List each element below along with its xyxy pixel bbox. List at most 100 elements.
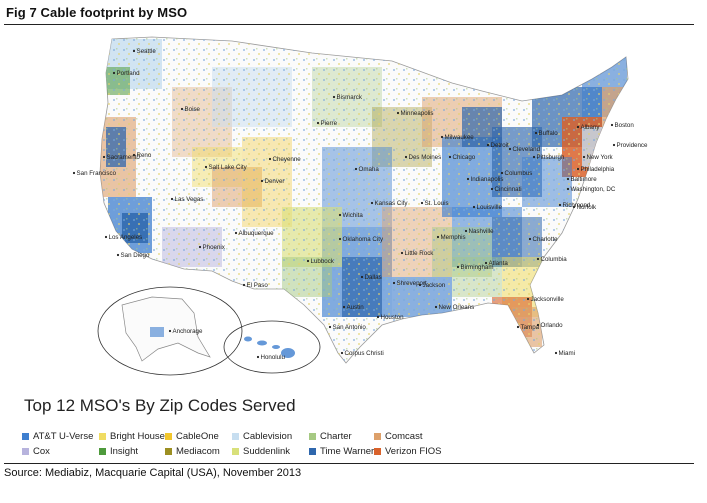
legend-item-cox: Cox [22,445,50,458]
city-label-austin: Austin [347,304,365,311]
legend: AT&T U-Verse Cox Bright House Insight Ca… [22,430,682,460]
city-marker-pierre [316,121,320,125]
city-marker-los-angeles [104,235,108,239]
city-label-boston: Boston [615,122,635,129]
city-marker-miami [554,351,558,355]
city-marker-orlando [536,323,540,327]
city-label-norfolk: Norfolk [577,204,598,211]
city-marker-seattle [132,49,136,53]
city-marker-sacramento [102,155,106,159]
city-marker-dallas [360,275,364,279]
legend-label: Verizon FIOS [385,446,442,457]
hawaii-inset-circle [223,320,321,374]
city-marker-new-york [582,155,586,159]
legend-item-comcast: Comcast [374,430,422,443]
legend-item-mediacom: Mediacom [165,445,220,458]
legend-swatch [374,433,381,440]
city-label-los-angeles: Los Angeles [109,234,143,241]
source-note: Source: Mediabiz, Macquarie Capital (USA… [4,463,694,479]
legend-item-att-u-verse: AT&T U-Verse [22,430,93,443]
city-label-denver: Denver [265,178,285,185]
city-label-albuquerque: Albuquerque [239,230,275,237]
legend-label: Suddenlink [243,446,291,457]
city-marker-reno [132,153,136,157]
city-marker-cheyenne [268,157,272,161]
city-label-columbia: Columbia [541,256,568,263]
city-marker-columbia [536,257,540,261]
city-marker-shreveport [392,281,396,285]
city-marker-lubbock [306,259,310,263]
city-label-cheyenne: Cheyenne [273,156,302,163]
city-marker-charlotte [528,237,532,241]
legend-label: Comcast [385,431,423,442]
city-label-tampa: Tampa [521,324,540,331]
legend-swatch [309,433,316,440]
legend-label: Bright House [110,431,165,442]
legend-item-cableone: CableOne [165,430,219,443]
city-label-albany: Albany [581,124,601,131]
city-label-philadelphia: Philadelphia [581,166,615,173]
city-marker-providence [612,143,616,147]
legend-item-verizon-fios: Verizon FIOS [374,445,442,458]
city-marker-san-antonio [328,325,332,329]
legend-label: Charter [320,431,352,442]
city-label-seattle: Seattle [137,48,157,55]
city-marker-kansas-city [370,201,374,205]
city-label-san-antonio: San Antonio [333,324,367,331]
city-label-birmingham: Birmingham [461,264,494,271]
city-label-anchorage: Anchorage [173,328,203,335]
city-label-detroit: Detroit [491,142,510,149]
city-label-kansas-city: Kansas City [375,200,409,207]
city-marker-phoenix [198,245,202,249]
city-label-providence: Providence [617,142,649,149]
city-marker-portland [112,71,116,75]
legend-label: Time Warner [320,446,375,457]
city-marker-jacksonville [526,297,530,301]
city-label-portland: Portland [117,70,141,77]
city-label-wichita: Wichita [343,212,364,219]
figure-header: Fig 7 Cable footprint by MSO [4,2,694,25]
city-label-columbus: Columbus [505,170,533,177]
city-marker-baltimore [566,177,570,181]
city-marker-birmingham [456,265,460,269]
city-label-omaha: Omaha [359,166,380,173]
city-label-oklahoma-city: Oklahoma City [343,236,384,243]
city-marker-pittsburgh [532,155,536,159]
legend-swatch [22,433,29,440]
legend-label: Cox [33,446,50,457]
city-label-boise: Boise [185,106,201,113]
city-label-dallas: Dallas [365,274,382,281]
cable-footprint-map: Seattle Portland Boise Sacramento Reno San Fr… [22,27,674,379]
city-label-nashville: Nashville [469,228,495,235]
city-marker-tampa [516,325,520,329]
legend-swatch [374,448,381,455]
city-marker-detroit [486,143,490,147]
alaska-inset-circle [97,286,243,376]
city-label-jacksonville: Jacksonville [531,296,565,303]
hawaii-islands [244,336,295,358]
city-marker-houston [376,315,380,319]
legend-swatch [309,448,316,455]
city-marker-philadelphia [576,167,580,171]
city-marker-memphis [436,235,440,239]
legend-label: AT&T U-Verse [33,431,94,442]
city-label-las-vegas: Las Vegas [175,196,204,203]
city-marker-albany [576,125,580,129]
city-label-indianapolis: Indianapolis [471,176,504,183]
city-marker-minneapolis [396,111,400,115]
city-marker-st-louis [420,201,424,205]
city-label-orlando: Orlando [541,322,564,329]
city-marker-san-diego [116,253,120,257]
city-label-shreveport: Shreveport [397,280,428,287]
city-label-reno: Reno [137,152,152,159]
legend-title: Top 12 MSO's By Zip Codes Served [24,396,296,415]
legend-swatch [165,448,172,455]
city-marker-richmond [558,203,562,207]
legend-item-suddenlink: Suddenlink [232,445,290,458]
city-marker-san-francisco [72,171,76,175]
city-label-chicago: Chicago [453,154,476,161]
city-marker-oklahoma-city [338,237,342,241]
city-marker-wichita [338,213,342,217]
